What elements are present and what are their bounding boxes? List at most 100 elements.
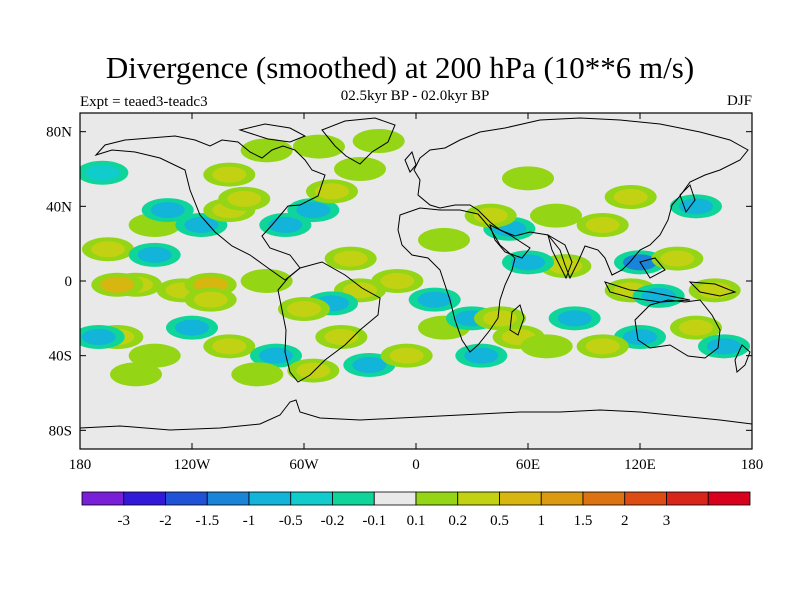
anomaly-region bbox=[193, 291, 228, 308]
anomaly-region bbox=[175, 319, 209, 336]
colorbar-swatch bbox=[165, 491, 208, 506]
colorbar-label: -1 bbox=[243, 513, 256, 529]
anomaly-region bbox=[287, 301, 321, 317]
lon-tick-label: 180 bbox=[69, 457, 92, 473]
anomaly-region bbox=[212, 166, 247, 183]
coastline-australia bbox=[634, 299, 721, 359]
colorbar-label: 0.1 bbox=[407, 513, 426, 529]
colorbar-label: 0.5 bbox=[490, 513, 509, 529]
lon-tick-label: 60W bbox=[289, 457, 319, 473]
colorbar-swatch bbox=[290, 491, 333, 506]
anomaly-region bbox=[623, 329, 657, 345]
colorbar-swatch bbox=[373, 491, 417, 506]
colorbar-label: -0.5 bbox=[279, 513, 303, 529]
lon-tick-label: 0 bbox=[412, 457, 420, 473]
colorbar-label: -0.1 bbox=[362, 513, 386, 529]
colorbar-swatch bbox=[332, 491, 375, 506]
anomaly-region bbox=[249, 273, 284, 289]
coastline-africa bbox=[397, 207, 516, 353]
anomaly-region bbox=[557, 310, 592, 327]
season-label: DJF bbox=[726, 93, 752, 109]
coastline-british-isles bbox=[404, 150, 417, 173]
anomaly-region bbox=[85, 164, 120, 181]
coastline-borneo bbox=[639, 257, 666, 279]
colorbar-swatch bbox=[540, 491, 584, 506]
coastline-south-america bbox=[277, 261, 381, 383]
colorbar-swatch bbox=[666, 491, 709, 506]
lon-tick-label: 180 bbox=[741, 457, 764, 473]
anomaly-region bbox=[697, 282, 732, 299]
lat-tick-label: 80S bbox=[49, 423, 72, 439]
coastline-greenland bbox=[321, 117, 396, 165]
anomaly-region bbox=[539, 207, 573, 224]
colorbar-label: 2 bbox=[621, 513, 629, 529]
anomaly-region bbox=[464, 347, 499, 364]
colorbar: -3 -2 -1.5 -1 -0.5 -0.2 -0.1 0.1 0.2 0.5 1 1.5 2 3 bbox=[81, 491, 751, 529]
anomaly-region bbox=[511, 170, 545, 187]
coastline-antarctica bbox=[80, 399, 752, 431]
colorbar-swatch bbox=[582, 491, 626, 506]
anomaly-region bbox=[119, 366, 153, 383]
anomaly-region bbox=[380, 273, 415, 289]
colorbar-label: -2 bbox=[159, 513, 172, 529]
coastlines bbox=[80, 117, 752, 431]
anomaly-region bbox=[100, 276, 135, 293]
coastline-arctic-islands bbox=[238, 123, 307, 143]
coastline-japan bbox=[679, 184, 696, 214]
coastline-india bbox=[547, 233, 573, 280]
coastline-arabia bbox=[489, 224, 531, 259]
anomaly-region bbox=[91, 241, 125, 258]
lat-tick-label: 40S bbox=[49, 349, 72, 365]
anomaly-region bbox=[343, 161, 377, 177]
anomaly-region bbox=[333, 250, 368, 267]
colorbar-swatch bbox=[415, 491, 459, 506]
anomaly-region bbox=[296, 362, 331, 379]
colorbar-label: 1 bbox=[538, 513, 546, 529]
coastline-new-guinea bbox=[688, 281, 737, 297]
anomaly-region bbox=[184, 217, 219, 233]
anomaly-region bbox=[81, 329, 116, 345]
anomaly-region bbox=[296, 202, 331, 219]
colorbar-label: -1.5 bbox=[195, 513, 219, 529]
coastline-indonesia bbox=[604, 281, 691, 303]
anomaly-region bbox=[473, 207, 508, 224]
anomaly-region bbox=[660, 250, 695, 267]
anomaly-region bbox=[613, 189, 648, 205]
lon-tick-label: 120W bbox=[174, 457, 212, 473]
anomaly-region bbox=[361, 133, 396, 149]
lat-tick-label: 80N bbox=[46, 125, 72, 141]
colorbar-label: 3 bbox=[663, 513, 671, 529]
anomaly-region bbox=[301, 138, 336, 155]
anomaly-region bbox=[343, 282, 377, 299]
lat-tick-label: 40N bbox=[46, 199, 72, 215]
colorbar-swatch bbox=[206, 491, 250, 506]
anomaly-region bbox=[529, 338, 564, 355]
colorbar-label: -0.2 bbox=[321, 513, 345, 529]
colorbar-label: 1.5 bbox=[574, 513, 593, 529]
lon-tick-label: 60E bbox=[516, 457, 540, 473]
coastline-north-america bbox=[94, 135, 326, 281]
lon-tick-label: 120E bbox=[624, 457, 656, 473]
anomaly-region bbox=[240, 366, 275, 383]
anomaly-region bbox=[249, 142, 284, 159]
colorbar-swatch bbox=[707, 491, 751, 506]
colorbar-label: 0.2 bbox=[448, 513, 467, 529]
anomaly-region bbox=[259, 347, 293, 364]
lat-tick-label: 0 bbox=[65, 274, 73, 290]
colorbar-swatch bbox=[81, 491, 125, 506]
plot-title: Divergence (smoothed) at 200 hPa (10**6 … bbox=[105, 50, 695, 85]
anomaly-region bbox=[585, 217, 620, 233]
anomaly-region bbox=[227, 190, 262, 207]
anomaly-region bbox=[315, 183, 349, 200]
colorbar-swatch bbox=[624, 491, 667, 506]
anomaly-region bbox=[511, 254, 545, 271]
anomaly-region bbox=[212, 338, 247, 355]
anomaly-region bbox=[137, 246, 172, 263]
anomaly-region bbox=[137, 347, 172, 364]
anomaly-region bbox=[427, 231, 461, 248]
colorbar-swatch bbox=[499, 491, 542, 506]
colorbar-swatch bbox=[457, 491, 500, 506]
coastline-eurasia bbox=[413, 117, 749, 280]
period-subtitle: 02.5kyr BP - 02.0kyr BP bbox=[340, 88, 490, 104]
